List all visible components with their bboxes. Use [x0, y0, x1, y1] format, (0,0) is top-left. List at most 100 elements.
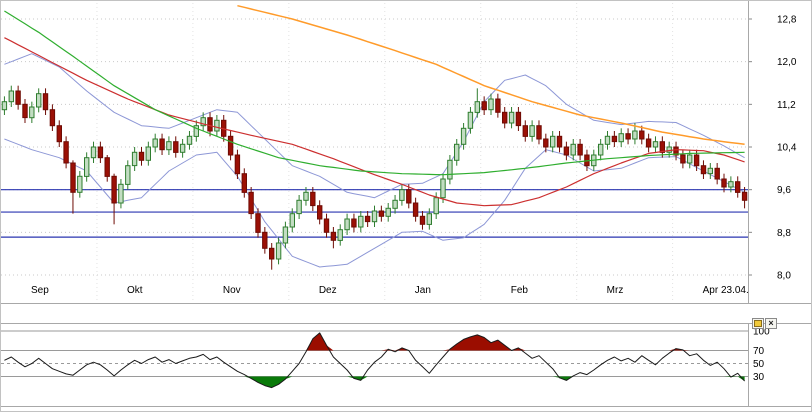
- candle-body: [495, 98, 501, 113]
- candle-body: [173, 141, 179, 153]
- candle-body: [159, 138, 165, 151]
- candle-body: [186, 135, 193, 145]
- candle-body: [618, 133, 624, 143]
- candle-body: [721, 178, 727, 188]
- candle-body: [419, 215, 426, 225]
- oscillator-gridlines: [1, 330, 748, 377]
- candle-body: [632, 130, 638, 140]
- oscillator-line: [4, 332, 745, 389]
- candle-body: [49, 109, 56, 127]
- candle-body: [392, 199, 398, 209]
- candle-body: [371, 210, 378, 223]
- candle-body: [22, 103, 28, 119]
- candle-body: [454, 143, 460, 161]
- candle-body: [639, 130, 645, 140]
- candle-body: [693, 154, 700, 167]
- price-tick-label: 12,0: [777, 57, 797, 68]
- candle-body: [728, 181, 734, 188]
- candle-body: [543, 138, 549, 148]
- candle-body: [364, 215, 371, 223]
- candle-body: [440, 178, 446, 199]
- candle-body: [645, 138, 652, 148]
- price-tick-label: 12,8: [777, 15, 797, 26]
- candle-body: [63, 141, 69, 164]
- candle-body: [104, 157, 110, 177]
- candle-body: [36, 93, 42, 108]
- candle-body: [111, 175, 117, 204]
- candle-body: [241, 173, 248, 193]
- candle-body: [680, 154, 686, 164]
- candle-body: [474, 101, 481, 113]
- oscillator-tick-label: 70: [753, 346, 765, 357]
- month-label: Feb: [511, 285, 529, 296]
- oscillator-tick-label: 30: [753, 372, 765, 383]
- candle-body: [502, 111, 508, 124]
- candle-body: [152, 138, 158, 148]
- candle-body: [1, 101, 8, 111]
- candle-body: [447, 159, 453, 180]
- month-label: Okt: [127, 285, 143, 296]
- candle-body: [481, 101, 487, 111]
- candle-body: [406, 189, 412, 204]
- candle-body: [673, 146, 679, 156]
- candle-body: [179, 143, 186, 153]
- candle-body: [604, 135, 611, 145]
- candle-body: [467, 111, 474, 129]
- candle-body: [337, 229, 343, 241]
- candlesticks: [1, 85, 748, 270]
- candle-body: [550, 135, 556, 148]
- candle-body: [310, 191, 316, 207]
- candle-body: [84, 157, 90, 177]
- candle-body: [412, 202, 419, 217]
- close-icon: ×: [768, 318, 774, 328]
- candle-body: [42, 93, 49, 111]
- oscillator-tick-label: 50: [753, 359, 765, 370]
- candle-body: [433, 197, 439, 215]
- candle-body: [714, 167, 720, 180]
- candle-body: [207, 117, 213, 132]
- candle-body: [214, 119, 220, 132]
- candle-body: [625, 133, 631, 140]
- candle-body: [138, 151, 145, 161]
- candle-body: [522, 125, 528, 137]
- candle-body: [741, 191, 748, 201]
- candle-body: [666, 146, 672, 153]
- candle-body: [556, 135, 563, 148]
- price-axis-labels: 12,8 12,0 11,2 10,4 9,6 8,8 8,0: [777, 15, 797, 282]
- candle-body: [70, 162, 76, 193]
- candle-body: [577, 143, 583, 156]
- price-tick-label: 9,6: [777, 185, 791, 196]
- candle-body: [707, 167, 713, 175]
- candle-body: [488, 98, 494, 111]
- maximize-button[interactable]: [752, 318, 764, 329]
- candle-body: [652, 141, 659, 148]
- close-button[interactable]: ×: [765, 318, 777, 329]
- overlay-ma-long-orange: [237, 4, 745, 146]
- candle-body: [56, 125, 62, 143]
- maximize-icon: [754, 320, 762, 327]
- oscillator-axis-labels: 100 70 50 30: [753, 327, 770, 384]
- candle-body: [351, 218, 357, 228]
- candle-body: [358, 215, 364, 228]
- candle-body: [269, 247, 275, 260]
- candle-body: [125, 165, 131, 185]
- oscillator-fill: [4, 332, 745, 351]
- candle-body: [385, 207, 391, 217]
- month-label: Nov: [223, 285, 241, 296]
- candle-body: [303, 191, 309, 201]
- candle-body: [118, 183, 124, 204]
- candle-body: [227, 135, 234, 156]
- overlay-ma-slow-green: [4, 10, 745, 176]
- candle-body: [145, 146, 152, 161]
- candle-body: [317, 205, 323, 220]
- oscillator-fills: [4, 332, 745, 388]
- candle-body: [508, 111, 515, 124]
- candle-body: [700, 165, 707, 175]
- candle-body: [659, 141, 665, 153]
- candle-body: [275, 242, 282, 260]
- candle-body: [344, 218, 350, 231]
- candle-body: [29, 106, 35, 119]
